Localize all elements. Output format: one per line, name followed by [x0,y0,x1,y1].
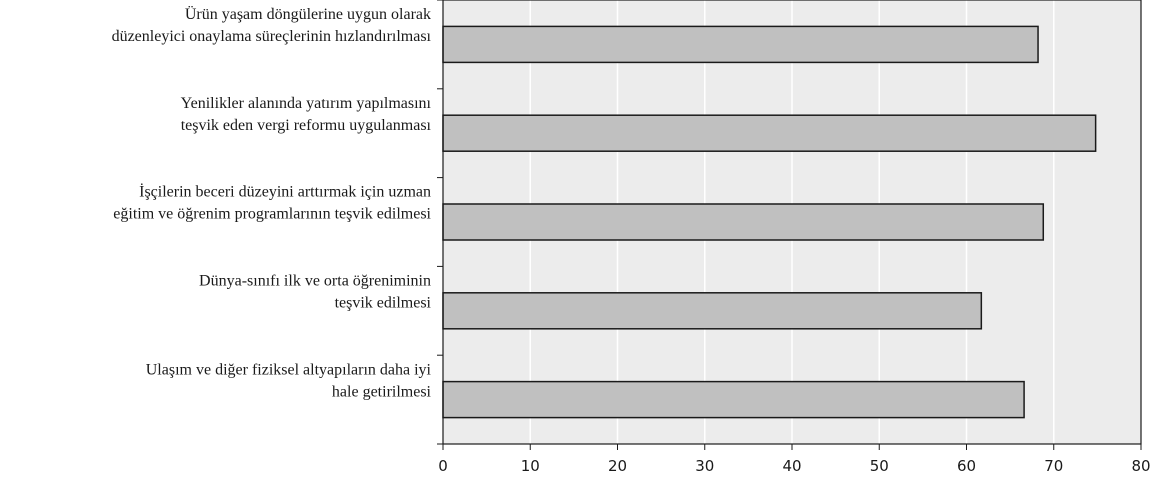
x-tick-label: 40 [782,457,801,475]
bar [442,114,1097,152]
x-tick-label: 10 [521,457,540,475]
category-label: teşvik eden vergi reformu uygulanması [181,117,432,134]
category-label: İşçilerin beceri düzeyini arttırmak için… [139,183,431,201]
x-tick-label: 30 [695,457,714,475]
category-label: Dünya-sınıfı ilk ve orta öğreniminin [199,272,431,289]
category-label: hale getirilmesi [332,383,432,400]
x-tick-label: 70 [1044,457,1063,475]
bar [442,380,1025,419]
category-label: Ürün yaşam döngülerine uygun olarak [185,5,431,23]
bar [442,203,1045,241]
x-tick-label: 50 [870,457,889,475]
x-tick-label: 60 [957,457,976,475]
x-tick-label: 80 [1131,457,1150,475]
category-labels: Ürün yaşam döngülerine uygun olarak düzen… [112,5,432,400]
category-label: eğitim ve öğrenim programlarının teşvik … [113,206,431,223]
category-label: teşvik edilmesi [335,294,432,311]
category-label: düzenleyici onaylama süreçlerinin hızlan… [112,28,432,45]
bars [442,25,1097,419]
x-axis-ticks: 0 10 20 30 40 50 60 70 80 [437,0,1150,475]
bar [442,292,983,330]
bar [442,25,1039,64]
x-tick-label: 0 [438,457,448,475]
x-tick-label: 20 [608,457,627,475]
category-label: Ulaşım ve diğer fiziksel altyapıların da… [146,361,432,378]
category-label: Yenilikler alanında yatırım yapılmasını [181,95,432,112]
